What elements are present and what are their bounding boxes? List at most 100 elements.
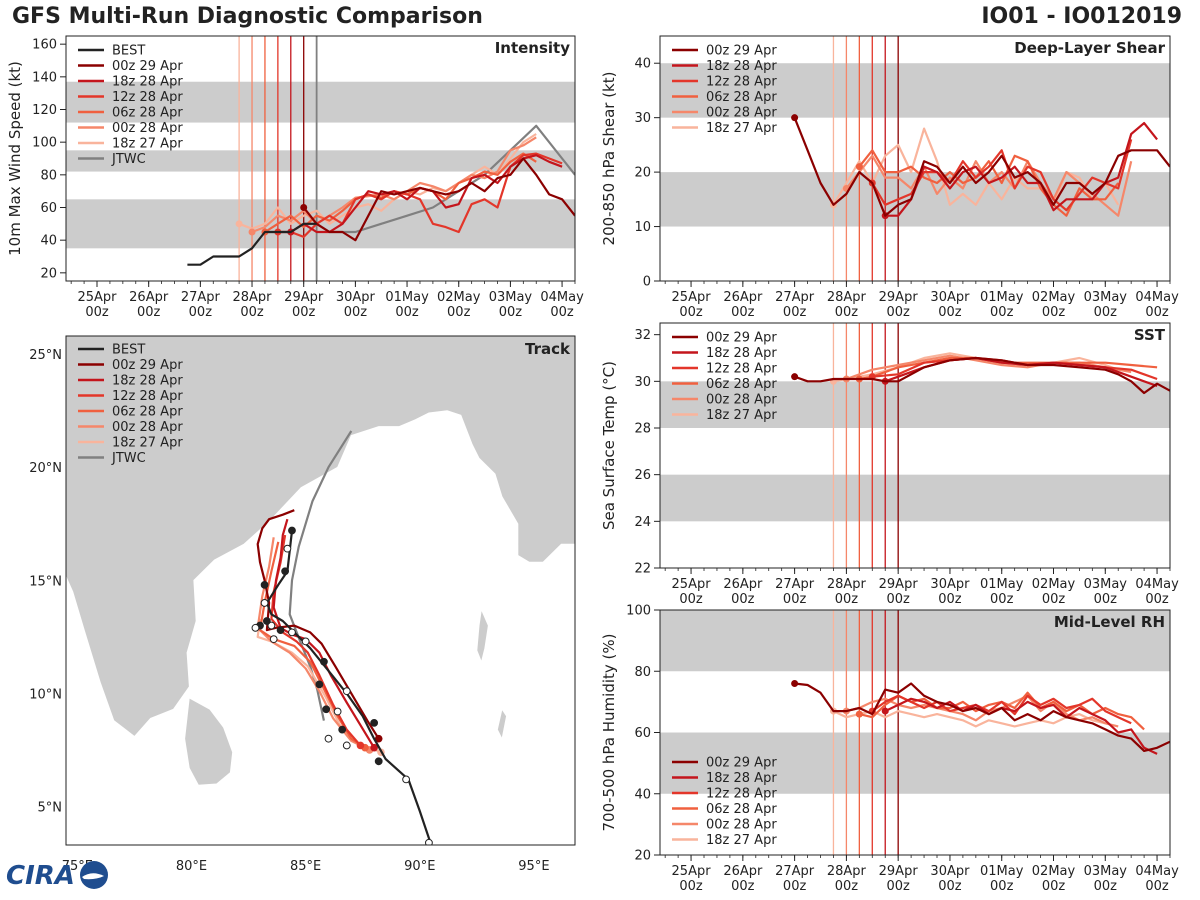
track-position-marker xyxy=(320,657,328,666)
track-x-tick-label: 85°E xyxy=(290,859,321,874)
shear-legend-label: 18z 27 Apr xyxy=(706,121,777,136)
intensity-x-tick-label: 00z xyxy=(395,305,419,320)
track-position-marker xyxy=(402,775,410,784)
track-init-marker xyxy=(370,743,378,752)
sst-y-tick-label: 24 xyxy=(634,515,651,530)
sst-y-tick-label: 28 xyxy=(634,422,651,437)
shear-legend-label: 00z 29 Apr xyxy=(706,44,777,59)
shear-y-axis-label: 200-850 hPa Shear (kt) xyxy=(600,72,618,246)
shear-frame xyxy=(659,35,1171,282)
rh-x-tick-label: 29Apr xyxy=(879,864,919,879)
sst-x-tick-label: 00z xyxy=(1094,592,1118,607)
shear-legend-label: 00z 28 Apr xyxy=(706,106,777,121)
shear-x-tick-label: 00z xyxy=(679,305,703,320)
track-position-marker xyxy=(288,526,296,535)
track-position-marker xyxy=(251,623,260,632)
rh-band xyxy=(660,732,1170,794)
sst-legend-label: 18z 28 Apr xyxy=(706,346,777,361)
sri-lanka-landmass xyxy=(184,697,234,786)
intensity-series-00z-28-apr xyxy=(251,136,537,234)
track-position-marker xyxy=(425,838,433,845)
page-title: GFS Multi-Run Diagnostic Comparison xyxy=(12,4,483,29)
intensity-frame xyxy=(65,35,576,282)
sst-y-tick-label: 30 xyxy=(634,375,651,390)
track-legend-label: 18z 28 Apr xyxy=(112,374,183,389)
cira-logo: CIRA xyxy=(4,858,114,896)
shear-band xyxy=(660,63,1170,118)
track-y-tick-label: 20°N xyxy=(29,461,62,476)
rh-x-tick-label: 00z xyxy=(990,879,1014,894)
nicobar-islands xyxy=(496,708,507,740)
shear-plot-area xyxy=(660,36,1170,281)
track-position-marker xyxy=(338,725,347,734)
track-position-marker xyxy=(322,705,331,714)
intensity-x-tick-label: 01May xyxy=(385,290,429,305)
track-legend-label: 12z 28 Apr xyxy=(112,389,183,404)
shear-x-tick-label: 26Apr xyxy=(723,290,763,305)
shear-x-tick-label: 00z xyxy=(1145,305,1169,320)
rh-x-tick-label: 00z xyxy=(1094,879,1118,894)
shear-x-tick-label: 00z xyxy=(886,305,910,320)
sst-x-tick-label: 00z xyxy=(886,592,910,607)
intensity-x-tick-label: 28Apr xyxy=(233,290,273,305)
intensity-panel-title: Intensity xyxy=(495,39,571,57)
rh-x-tick-label: 28Apr xyxy=(827,864,867,879)
sst-x-tick-label: 29Apr xyxy=(879,577,919,592)
sst-x-tick-label: 04May xyxy=(1135,577,1179,592)
cira-logo-text: CIRA xyxy=(6,861,75,891)
intensity-x-tick-label: 00z xyxy=(499,305,523,320)
rh-init-marker xyxy=(881,707,889,715)
rh-x-tick-label: 02May xyxy=(1032,864,1076,879)
sst-frame xyxy=(659,322,1171,569)
intensity-x-tick-label: 03May xyxy=(489,290,533,305)
intensity-legend-label: BEST xyxy=(112,44,145,59)
shear-x-tick-label: 29Apr xyxy=(879,290,919,305)
intensity-x-tick-label: 00z xyxy=(344,305,368,320)
intensity-series-best xyxy=(187,222,317,266)
intensity-x-tick-label: 00z xyxy=(137,305,161,320)
rh-y-tick-label: 100 xyxy=(626,604,651,619)
rh-x-tick-label: 27Apr xyxy=(775,864,815,879)
intensity-legend-label: 06z 28 Apr xyxy=(112,106,183,121)
sst-legend-label: 00z 29 Apr xyxy=(706,331,777,346)
rh-legend-label: 00z 29 Apr xyxy=(706,756,777,771)
rh-panel: 25Apr00z26Apr00z27Apr00z28Apr00z29Apr00z… xyxy=(600,604,1179,895)
intensity-band xyxy=(66,81,575,123)
sst-band xyxy=(660,474,1170,522)
sst-x-tick-label: 26Apr xyxy=(723,577,763,592)
shear-y-tick-label: 40 xyxy=(634,57,651,72)
track-position-marker xyxy=(260,599,269,607)
shear-init-marker xyxy=(855,163,863,171)
sst-x-tick-label: 01May xyxy=(980,577,1024,592)
shear-x-tick-label: 27Apr xyxy=(775,290,815,305)
track-position-marker xyxy=(301,637,310,646)
shear-x-tick-label: 00z xyxy=(1094,305,1118,320)
rh-y-axis-label: 700-500 hPa Humidity (%) xyxy=(600,633,618,831)
shear-init-marker xyxy=(791,114,799,122)
shear-panel: 25Apr00z26Apr00z27Apr00z28Apr00z29Apr00z… xyxy=(600,35,1179,320)
shear-legend-label: 06z 28 Apr xyxy=(706,90,777,105)
intensity-legend-label: 12z 28 Apr xyxy=(112,90,183,105)
shear-series-06z-28-apr xyxy=(858,149,1120,217)
rh-x-tick-label: 04May xyxy=(1135,864,1179,879)
intensity-panel: 25Apr00z26Apr00z27Apr00z28Apr00z29Apr00z… xyxy=(6,35,584,320)
intensity-init-marker xyxy=(248,228,256,236)
intensity-legend-label: 00z 29 Apr xyxy=(112,59,183,74)
intensity-x-tick-label: 26Apr xyxy=(129,290,169,305)
shear-y-tick-label: 10 xyxy=(634,220,651,235)
intensity-y-tick-label: 100 xyxy=(32,136,57,151)
intensity-legend-label: 18z 28 Apr xyxy=(112,75,183,90)
track-legend-label: 00z 29 Apr xyxy=(112,358,183,373)
shear-legend-label: 18z 28 Apr xyxy=(706,59,777,74)
rh-x-tick-label: 25Apr xyxy=(672,864,712,879)
intensity-x-tick-label: 04May xyxy=(540,290,584,305)
intensity-x-tick-label: 00z xyxy=(240,305,264,320)
sst-x-tick-label: 00z xyxy=(938,592,962,607)
rh-plot-area xyxy=(660,610,1170,855)
track-position-marker xyxy=(333,707,342,716)
sst-x-tick-label: 00z xyxy=(679,592,703,607)
track-position-marker xyxy=(374,757,383,766)
rh-y-tick-label: 40 xyxy=(634,787,651,802)
shear-panel-title: Deep-Layer Shear xyxy=(1014,39,1165,57)
